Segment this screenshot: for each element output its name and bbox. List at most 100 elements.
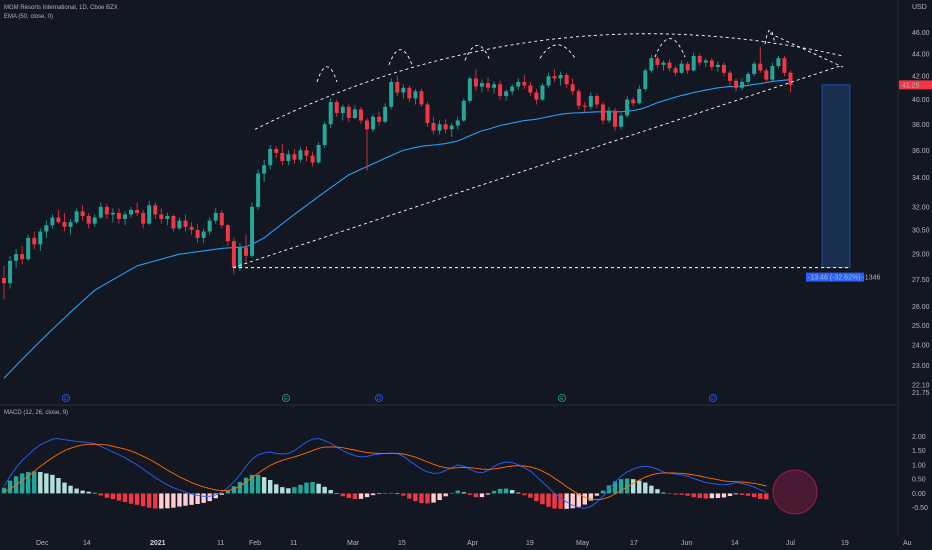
candle-body[interactable] [32, 237, 37, 245]
candle-body[interactable] [510, 86, 515, 92]
ema-legend[interactable]: EMA (50, close, 0) [4, 14, 53, 20]
candle-body[interactable] [728, 72, 732, 81]
candle-body[interactable] [340, 106, 345, 114]
candle-body[interactable] [637, 88, 642, 104]
candle-body[interactable] [225, 225, 230, 242]
candle-body[interactable] [479, 83, 484, 87]
event-marker[interactable] [62, 394, 70, 402]
candle-body[interactable] [486, 83, 490, 88]
measure-range-box[interactable] [821, 84, 851, 268]
candle-body[interactable] [201, 231, 206, 238]
candle-body[interactable] [304, 150, 309, 156]
candle-body[interactable] [189, 226, 194, 230]
candle-body[interactable] [298, 150, 303, 160]
candle-body[interactable] [534, 92, 539, 100]
candle-body[interactable] [56, 217, 61, 223]
candle-body[interactable] [20, 254, 25, 260]
candle-body[interactable] [607, 110, 611, 121]
candle-body[interactable] [570, 84, 575, 92]
measure-label[interactable]: -13.46 (-32.62%) -1346 [806, 272, 880, 282]
candle-body[interactable] [528, 85, 533, 93]
candle-body[interactable] [352, 109, 357, 118]
candle-body[interactable] [619, 115, 624, 127]
candle-body[interactable] [655, 58, 660, 65]
candle-body[interactable] [715, 64, 720, 68]
small-arc[interactable] [464, 44, 491, 61]
candle-body[interactable] [492, 84, 497, 88]
candle-body[interactable] [141, 212, 146, 224]
candle-body[interactable] [667, 62, 672, 69]
candle-body[interactable] [316, 144, 321, 163]
candle-body[interactable] [740, 81, 745, 88]
candle-body[interactable] [389, 81, 394, 107]
candle-body[interactable] [231, 241, 236, 268]
candle-body[interactable] [413, 91, 418, 99]
candle-body[interactable] [147, 205, 152, 224]
candle-body[interactable] [358, 109, 363, 121]
candle-body[interactable] [8, 260, 13, 284]
event-marker[interactable] [558, 394, 566, 402]
candle-body[interactable] [455, 120, 460, 126]
candle-body[interactable] [98, 206, 103, 218]
macd-axis[interactable]: 2.00 1.50 1.00 0.50 0.00 -0.50 [912, 434, 928, 512]
candle-body[interactable] [371, 116, 376, 130]
candle-body[interactable] [588, 96, 593, 107]
candle-body[interactable] [365, 120, 369, 130]
candle-body[interactable] [262, 165, 267, 174]
candle-body[interactable] [322, 124, 327, 145]
candle-body[interactable] [129, 209, 134, 215]
candle-body[interactable] [62, 222, 67, 227]
candle-body[interactable] [703, 60, 708, 63]
candle-body[interactable] [625, 99, 630, 116]
candle-body[interactable] [68, 222, 73, 227]
candle-body[interactable] [207, 220, 212, 232]
candle-body[interactable] [594, 96, 599, 105]
event-marker[interactable] [282, 394, 290, 402]
candle-body[interactable] [165, 215, 170, 220]
candle-body[interactable] [159, 214, 164, 220]
candle-body[interactable] [449, 125, 454, 130]
candle-body[interactable] [770, 65, 775, 80]
candle-body[interactable] [540, 85, 545, 100]
candle-body[interactable] [135, 209, 140, 213]
candle-body[interactable] [564, 75, 569, 85]
trendline-drawings[interactable] [232, 29, 850, 269]
symbol-legend[interactable]: MGM Resorts International, 1D, Cboe BZX [4, 5, 118, 11]
candle-body[interactable] [758, 63, 763, 71]
candle-body[interactable] [104, 206, 109, 215]
candle-body[interactable] [746, 73, 751, 82]
candle-body[interactable] [582, 105, 587, 107]
candle-body[interactable] [431, 123, 436, 131]
candle-body[interactable] [44, 225, 49, 232]
candle-body[interactable] [709, 60, 714, 68]
candle-body[interactable] [80, 211, 85, 216]
candle-body[interactable] [752, 63, 757, 74]
candle-body[interactable] [395, 81, 400, 93]
candle-body[interactable] [721, 64, 726, 73]
candle-body[interactable] [498, 84, 503, 97]
rising-trendline[interactable] [232, 65, 841, 269]
candle-body[interactable] [219, 212, 224, 226]
candle-body[interactable] [788, 72, 793, 85]
candle-body[interactable] [26, 237, 31, 260]
price-axis[interactable]: 46.00 44.00 42.00 40.00 38.00 36.00 34.00 32.00… [912, 30, 930, 397]
candle-body[interactable] [50, 217, 55, 226]
candle-body[interactable] [110, 212, 115, 215]
candle-body[interactable] [467, 78, 472, 101]
candle-body[interactable] [14, 254, 19, 261]
candle-body[interactable] [437, 124, 442, 131]
candle-body[interactable] [443, 124, 448, 130]
descending-trendline[interactable] [769, 33, 844, 68]
candle-body[interactable] [558, 75, 563, 79]
candle-body[interactable] [697, 56, 702, 63]
candle-body[interactable] [776, 58, 781, 66]
candle-body[interactable] [461, 100, 466, 121]
candle-body[interactable] [522, 81, 527, 86]
candle-body[interactable] [401, 87, 406, 93]
candle-body[interactable] [171, 215, 176, 229]
candle-body[interactable] [310, 155, 315, 163]
candle-body[interactable] [195, 229, 200, 238]
candle-body[interactable] [244, 247, 248, 256]
candle-body[interactable] [631, 99, 636, 104]
